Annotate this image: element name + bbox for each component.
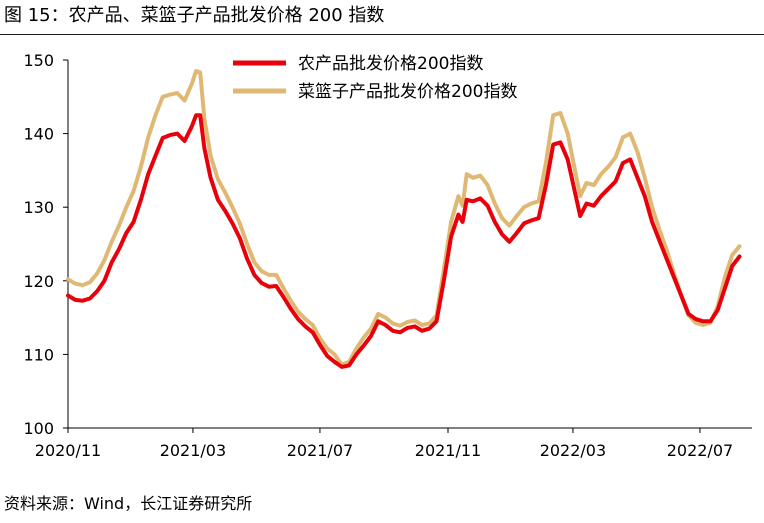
series-layer [66,69,742,369]
figure-title: 图 15：农产品、菜篮子产品批发价格 200 指数 [4,5,385,26]
legend-label-1: 农产品批发价格200指数 [298,54,483,74]
x-tick-label: 2021/07 [287,441,353,460]
y-tick-label: 120 [23,272,54,291]
title-divider [0,34,764,35]
series-line-2 [66,69,742,367]
x-tick-label: 2022/03 [540,441,606,460]
x-tick-label: 2020/11 [35,441,101,460]
x-axis-ticks: 2020/11 2021/03 2021/07 2021/11 2022/03 2022/… [35,428,733,460]
x-tick-label: 2022/07 [667,441,733,460]
series-line-1 [66,113,742,369]
x-tick-label: 2021/11 [415,441,481,460]
y-tick-label: 110 [23,345,54,364]
legend-label-2: 菜篮子产品批发价格200指数 [298,82,517,102]
y-tick-label: 150 [23,51,54,70]
y-tick-label: 130 [23,198,54,217]
y-tick-label: 100 [23,419,54,438]
y-axis-ticks: 100 110 120 130 140 150 [23,51,68,438]
chart-axes [67,60,752,429]
y-tick-label: 140 [23,125,54,144]
x-tick-label: 2021/03 [160,441,226,460]
source-note: 资料来源：Wind，长江证券研究所 [4,494,253,513]
